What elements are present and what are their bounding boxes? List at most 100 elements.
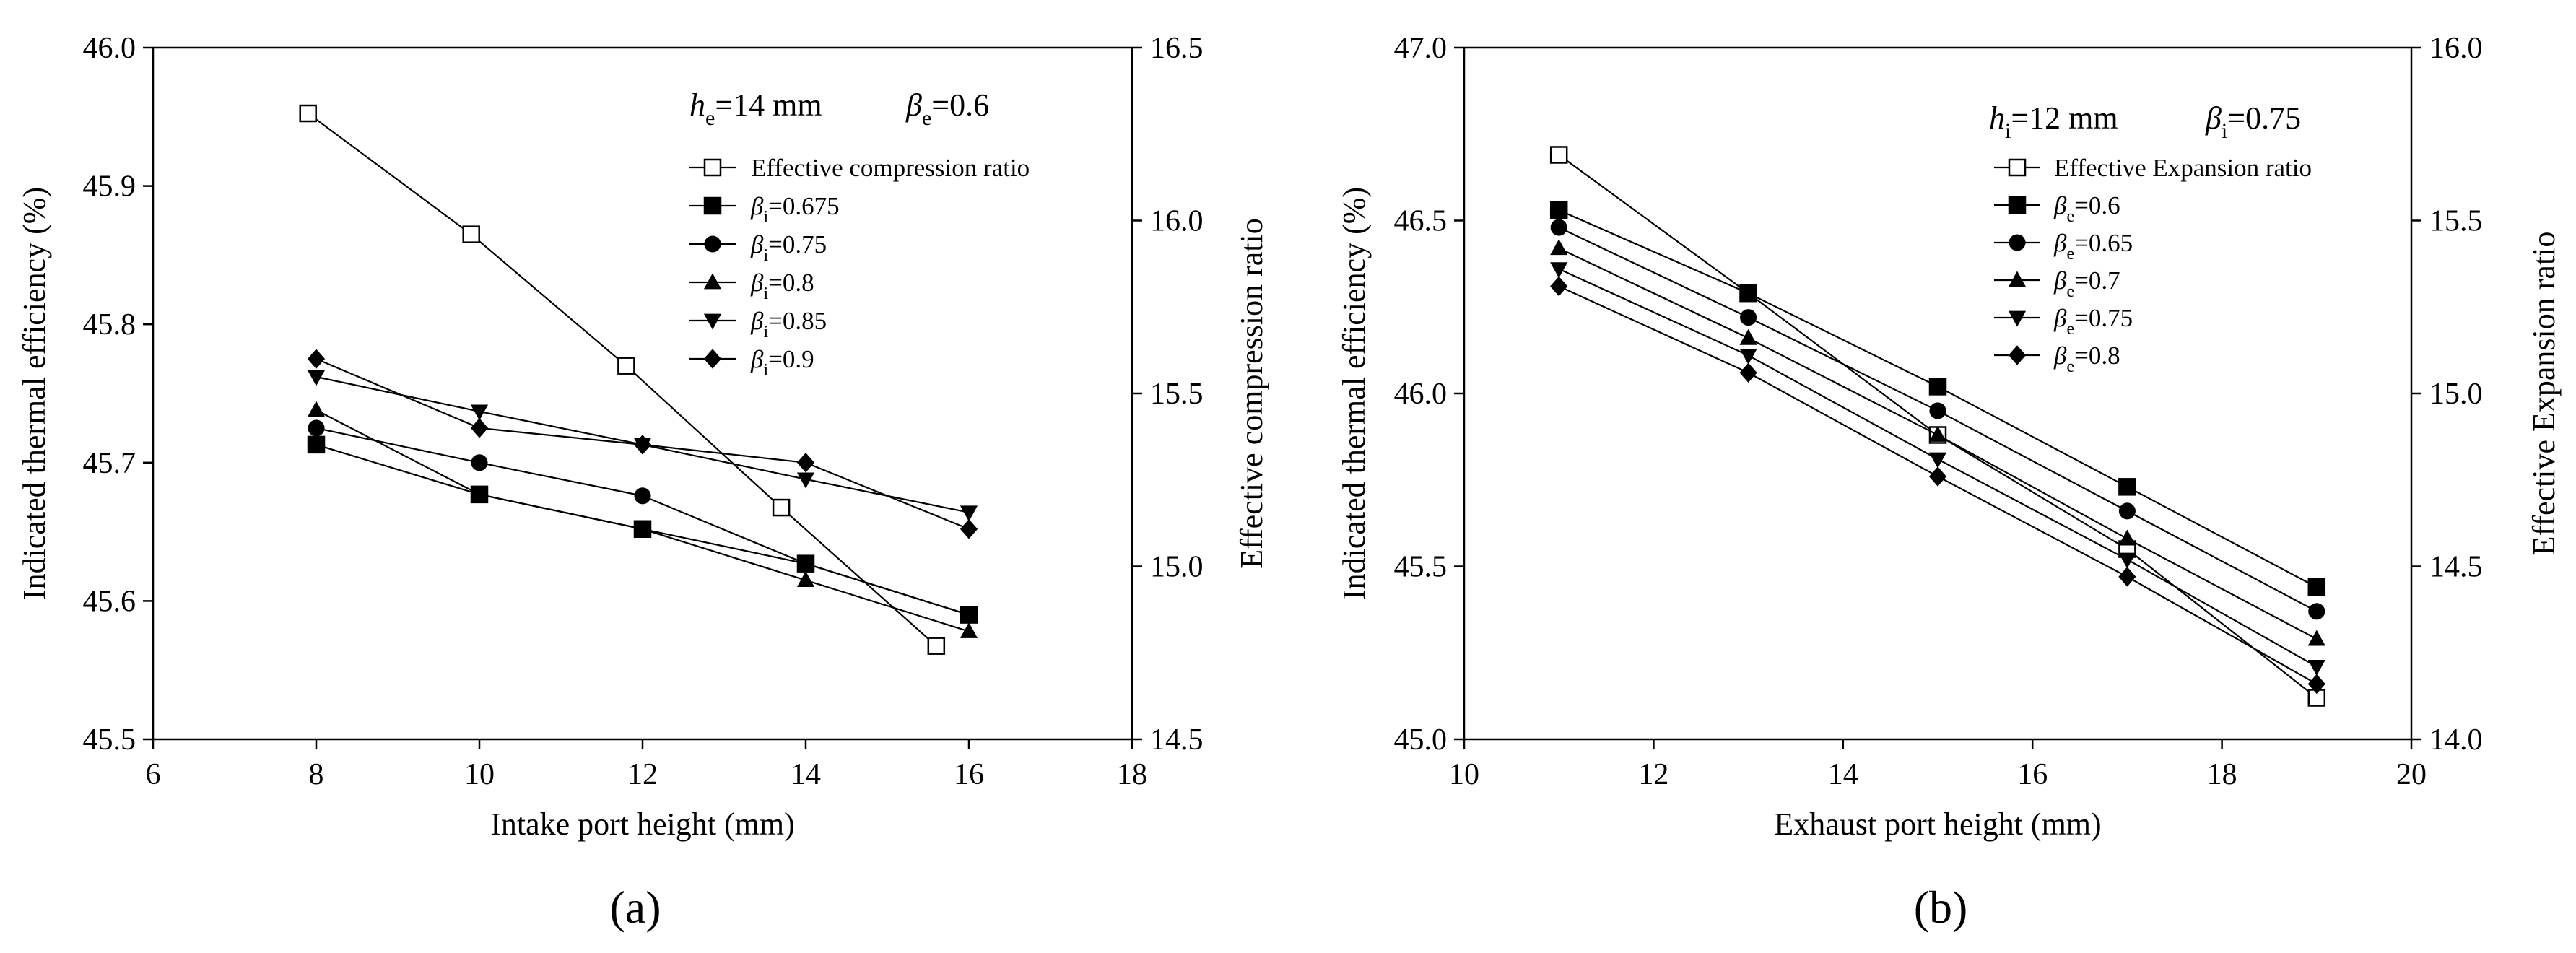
annotation-beta-value: =0.75 [2227, 100, 2301, 136]
legend-label-3-value: =0.7 [2074, 266, 2120, 295]
y2-tick-label: 14.5 [2429, 551, 2483, 584]
y-tick-label: 46.0 [1394, 378, 1448, 411]
data-point-1-3 [2118, 478, 2136, 496]
y-tick-label: 45.5 [83, 723, 136, 757]
legend-label-2-subscript: e [2066, 245, 2074, 264]
legend-label-2-symbol: β [2053, 229, 2067, 257]
x-tick-label: 20 [2396, 758, 2427, 791]
legend-label-0: Effective Expansion ratio [2054, 154, 2312, 182]
y2-tick-label: 14.0 [2429, 723, 2483, 757]
legend-label-5-value: =0.8 [2074, 341, 2120, 370]
legend-label-1-symbol: β [2053, 191, 2067, 219]
x-tick-label: 10 [1449, 758, 1479, 791]
legend-label-1-subscript: e [2066, 207, 2074, 226]
chart-panel-b: 10 12 14 16 18 20 45.0 45.5 46.0 46.5 47.0 14.0 14.5… [1336, 32, 2562, 933]
y2-tick-label: 14.5 [1150, 723, 1204, 757]
annotation-beta-symbol: β [2205, 100, 2222, 136]
annotation-beta-value: =0.6 [931, 87, 989, 123]
legend-label-3-value: =0.8 [768, 269, 814, 297]
legend-marker-4 [703, 313, 722, 330]
data-point-5-3 [2118, 567, 2136, 587]
data-point-4-1 [470, 404, 489, 421]
data-point-5-4 [2307, 674, 2325, 695]
data-point-3-1 [470, 485, 489, 502]
annotation-beta-subscript: e [922, 106, 931, 130]
data-point-5-2 [633, 435, 652, 455]
legend-label-4-symbol: β [2053, 304, 2067, 332]
legend-label-5-symbol: β [2053, 341, 2067, 370]
y2-tick-label: 16.0 [2429, 32, 2483, 65]
y-tick-label: 45.7 [83, 447, 136, 480]
panel-label: (b) [1914, 882, 1968, 933]
data-point-0-3 [772, 498, 791, 517]
data-point-2-4 [2308, 603, 2325, 620]
legend-label-1-subscript: i [763, 208, 768, 227]
x-tick-label: 12 [627, 758, 658, 791]
legend-marker-2 [2009, 234, 2026, 251]
x-tick-label: 8 [309, 758, 324, 791]
data-point-3-0 [1550, 239, 1568, 256]
data-point-2-0 [308, 419, 325, 437]
legend-label-2-symbol: β [750, 230, 764, 258]
data-point-5-1 [1739, 362, 1757, 383]
data-point-3-4 [2307, 630, 2325, 646]
y-tick-label: 46.5 [1394, 205, 1448, 238]
y2-tick-label: 15.5 [1150, 378, 1204, 411]
annotation-height-subscript: e [705, 106, 715, 130]
legend-label-1-value: =0.675 [768, 192, 840, 220]
x-tick-label: 14 [1828, 758, 1858, 791]
y-tick-label: 47.0 [1394, 32, 1448, 65]
data-point-0-4 [927, 637, 946, 655]
legend-marker-0 [703, 158, 722, 177]
data-point-5-0 [1550, 276, 1568, 297]
data-point-2-0 [1550, 219, 1567, 236]
y2-tick-label: 15.5 [2429, 205, 2483, 238]
data-point-3-3 [796, 571, 815, 588]
y2-tick-label: 16.5 [1150, 32, 1204, 65]
data-point-4-2 [1928, 452, 1947, 469]
data-point-1-0 [1549, 201, 1568, 219]
data-point-0-0 [1549, 146, 1568, 164]
y2-axis-label: Effective Expansion ratio [2526, 232, 2562, 556]
data-point-3-0 [307, 401, 326, 417]
legend-label-5-subscript: i [763, 361, 768, 380]
legend-label-1-value: =0.6 [2074, 191, 2120, 219]
data-point-4-4 [960, 505, 978, 522]
legend-marker-5 [703, 349, 722, 369]
legend-label-2-value: =0.65 [2074, 229, 2133, 257]
legend-label-4: βi=0.85 [750, 307, 827, 341]
x-tick-label: 18 [2207, 758, 2237, 791]
x-tick-label: 16 [2017, 758, 2048, 791]
data-point-0-2 [617, 357, 635, 375]
data-point-4-0 [307, 370, 326, 386]
data-point-3-1 [1739, 328, 1757, 345]
x-tick-label: 14 [791, 758, 821, 791]
series-line-2 [1558, 227, 2318, 612]
annotation-height-value: =14 mm [715, 87, 822, 123]
legend-marker-1 [703, 196, 722, 215]
y2-tick-label: 15.0 [2429, 378, 2483, 411]
data-point-5-0 [307, 349, 326, 369]
y-axis-label: Indicated thermal efficiency (%) [17, 187, 52, 600]
data-point-0-1 [462, 225, 480, 243]
legend-label-2: βe=0.65 [2053, 229, 2133, 264]
annotation-beta: βi=0.75 [2205, 100, 2301, 143]
data-point-2-2 [1929, 402, 1946, 419]
data-point-1-0 [307, 435, 326, 454]
annotation-height: he=14 mm [689, 87, 822, 130]
y-tick-label: 45.5 [1394, 551, 1448, 584]
annotation-beta: βe=0.6 [905, 87, 989, 130]
data-point-1-1 [1739, 284, 1757, 303]
legend-label-4: βe=0.75 [2053, 304, 2133, 339]
plot-frame [152, 46, 1133, 741]
legend-label-0: Effective compression ratio [751, 154, 1030, 182]
data-point-3-2 [1928, 425, 1947, 442]
panel-label: (a) [609, 882, 661, 933]
data-point-0-0 [299, 104, 317, 123]
legend-label-4-subscript: e [2066, 320, 2074, 339]
annotation-height-symbol: h [1989, 100, 2005, 136]
legend-label-5: βe=0.8 [2053, 341, 2120, 376]
legend-label-3-symbol: β [750, 269, 764, 297]
legend-label-4-value: =0.75 [2074, 304, 2133, 332]
